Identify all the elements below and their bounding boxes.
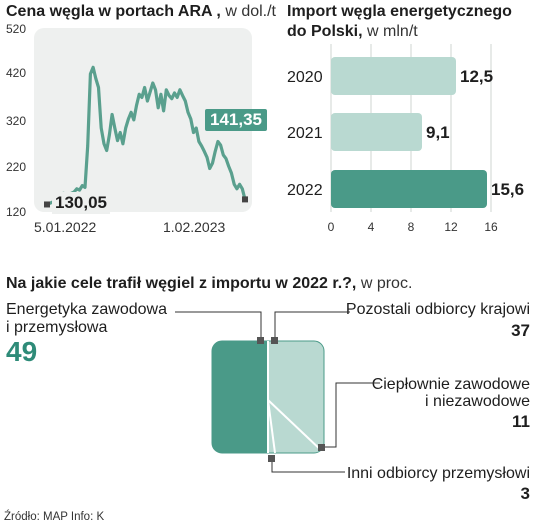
usage-title-text: Na jakie cele trafił węgiel z importu w … [6, 275, 357, 292]
usage-r3-value: 3 [520, 484, 530, 503]
usage-r1-label: Pozostali odbiorcy krajowi [345, 301, 530, 318]
usage-left-label-1: Energetyka zawodowa [6, 301, 167, 318]
usage-r2-label-1: Ciepłownie zawodowe [371, 376, 530, 393]
import-unit: w mln/t [367, 23, 418, 40]
usage-unit: w proc. [360, 275, 413, 292]
price-unit: w dol./t [225, 3, 276, 20]
import-title-line2: do Polski, [287, 23, 363, 40]
usage-r2-value: 11 [512, 412, 530, 431]
usage-block-energetyka [212, 341, 268, 453]
usage-divider-cieplownie [267, 399, 325, 454]
price-chart-title: Cena węgla w portach ARA , w dol./t [6, 2, 276, 22]
price-y-tick: 320 [6, 114, 27, 128]
price-start-marker [44, 201, 50, 208]
import-chart-title: Import węgla energetycznego [287, 2, 512, 22]
price-x-label-end: 1.02.2023 [163, 219, 226, 235]
price-y-tick: 120 [6, 205, 27, 219]
import-x-tick: 12 [444, 220, 458, 234]
import-bar-2022 [331, 170, 487, 208]
usage-r1-value: 37 [511, 321, 530, 340]
price-title-text: Cena węgla w portach ARA , [6, 3, 221, 20]
import-bar-2021 [331, 113, 422, 151]
price-y-tick: 420 [6, 66, 27, 80]
import-x-tick: 0 [328, 220, 335, 234]
import-x-tick: 4 [368, 220, 375, 234]
usage-r3-label: Inni odbiorcy przemysłowi [346, 465, 530, 482]
import-value-label: 12,5 [460, 67, 493, 86]
import-x-tick: 16 [484, 220, 498, 234]
source-note: Źródło: MAP Info: K [4, 511, 105, 523]
import-bar-2020 [331, 57, 456, 95]
import-category-label: 2021 [287, 125, 323, 142]
usage-marker [268, 455, 275, 462]
usage-marker [271, 337, 278, 344]
start-value-label: 130,05 [52, 192, 110, 214]
usage-marker [318, 444, 325, 451]
usage-left-value: 49 [6, 336, 38, 367]
price-y-tick: 220 [6, 160, 27, 174]
usage-left-label-2: i przemysłowa [6, 319, 108, 336]
usage-leader-lines [175, 311, 380, 473]
usage-divider-inni [267, 399, 276, 454]
usage-block-pozostali [268, 341, 324, 453]
usage-marker [257, 337, 264, 344]
price-x-label-start: 5.01.2022 [34, 219, 97, 235]
price-y-tick: 520 [6, 22, 27, 36]
import-chart-title-line2: do Polski, w mln/t [287, 22, 418, 42]
import-category-label: 2022 [287, 182, 323, 199]
import-category-label: 2020 [287, 69, 323, 86]
usage-r2-label-2: i niezawodowe [425, 393, 530, 410]
price-end-marker [242, 196, 248, 203]
import-value-label: 9,1 [426, 123, 450, 142]
import-value-label: 15,6 [491, 180, 524, 199]
usage-chart-title: Na jakie cele trafił węgiel z importu w … [6, 274, 412, 294]
import-x-tick: 8 [408, 220, 415, 234]
end-value-label: 141,35 [205, 109, 267, 131]
import-title-line1: Import węgla energetycznego [287, 3, 512, 20]
price-series-line [46, 65, 247, 206]
